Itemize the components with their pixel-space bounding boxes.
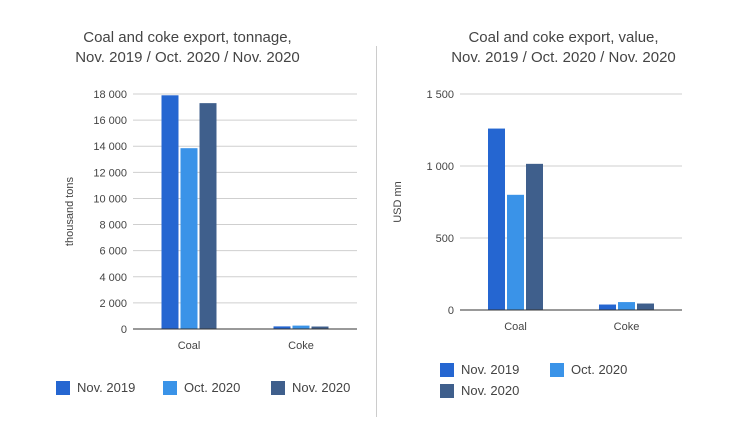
y-axis-label: USD mn xyxy=(392,181,404,223)
y-tick-label: 12 000 xyxy=(93,167,127,179)
y-tick-label: 0 xyxy=(121,324,127,336)
bar xyxy=(161,95,179,329)
x-tick-label: Coke xyxy=(288,340,314,352)
bar xyxy=(599,304,616,310)
chart-title: Coal and coke export, tonnage, Nov. 2019… xyxy=(0,28,375,68)
legend-label: Nov. 2020 xyxy=(461,383,520,398)
x-tick-label: Coke xyxy=(614,321,640,333)
y-tick-label: 16 000 xyxy=(93,115,127,127)
legend-swatch xyxy=(271,380,285,395)
legend-item: Nov. 2020 xyxy=(271,380,350,395)
y-tick-label: 1 500 xyxy=(426,89,454,101)
y-tick-label: 500 xyxy=(436,233,454,245)
chart-divider xyxy=(376,46,377,417)
legend-label: Oct. 2020 xyxy=(184,380,241,395)
tonnage-chart: Coal and coke export, tonnage, Nov. 2019… xyxy=(0,28,375,395)
value-chart: Coal and coke export, value, Nov. 2019 /… xyxy=(377,0,750,423)
x-tick-label: Coal xyxy=(178,340,201,352)
bar xyxy=(488,128,505,310)
bar xyxy=(526,163,543,310)
legend-label: Nov. 2019 xyxy=(77,380,136,395)
legend-swatch xyxy=(56,380,70,395)
y-axis-label: thousand tons xyxy=(64,176,76,246)
bar xyxy=(292,325,310,329)
bar xyxy=(199,103,217,329)
bar xyxy=(618,302,635,310)
bar xyxy=(507,194,524,310)
y-tick-label: 18 000 xyxy=(93,89,127,101)
legend-swatch xyxy=(550,362,564,377)
chart-title-line-2: Nov. 2019 / Oct. 2020 / Nov. 2020 xyxy=(451,49,676,66)
legend-item: Oct. 2020 xyxy=(550,362,627,377)
legend-label: Nov. 2019 xyxy=(461,362,520,377)
legend-item: Nov. 2020 xyxy=(440,383,519,398)
legend-swatch xyxy=(163,380,177,395)
value-plot: 0 500 1 000 1 500 USD mn Coal Coke xyxy=(392,89,682,333)
legend-label: Nov. 2020 xyxy=(292,380,351,395)
bar xyxy=(637,303,654,310)
y-tick-label: 8 000 xyxy=(99,220,127,232)
tonnage-plot: 0 2 000 4 000 6 000 8 000 10 000 12 000 14 000 1… xyxy=(64,89,357,352)
chart-title-line-1: Coal and coke export, value, xyxy=(468,29,659,46)
y-tick-label: 4 000 xyxy=(99,272,127,284)
y-tick-label: 6 000 xyxy=(99,246,127,258)
bar xyxy=(311,326,329,329)
legend-item: Nov. 2019 xyxy=(440,362,519,377)
legend-swatch xyxy=(440,362,454,377)
bar xyxy=(180,148,198,329)
legend-label: Oct. 2020 xyxy=(571,362,628,377)
bar xyxy=(273,326,291,329)
chart-title-line-1: Coal and coke export, tonnage, xyxy=(83,29,292,46)
chart-title: Coal and coke export, value, Nov. 2019 /… xyxy=(377,28,750,68)
y-tick-label: 14 000 xyxy=(93,141,127,153)
value-legend: Nov. 2019 Oct. 2020 Nov. 2020 xyxy=(377,0,750,423)
legend-item: Nov. 2019 xyxy=(56,380,135,395)
legend-swatch xyxy=(440,383,454,398)
x-tick-label: Coal xyxy=(504,321,527,333)
y-tick-label: 2 000 xyxy=(99,298,127,310)
y-tick-label: 0 xyxy=(448,305,454,317)
y-tick-label: 1 000 xyxy=(426,161,454,173)
chart-title-line-2: Nov. 2019 / Oct. 2020 / Nov. 2020 xyxy=(75,49,300,66)
y-tick-label: 10 000 xyxy=(93,193,127,205)
legend-item: Oct. 2020 xyxy=(163,380,240,395)
tonnage-legend: Nov. 2019 Oct. 2020 Nov. 2020 xyxy=(56,380,350,395)
